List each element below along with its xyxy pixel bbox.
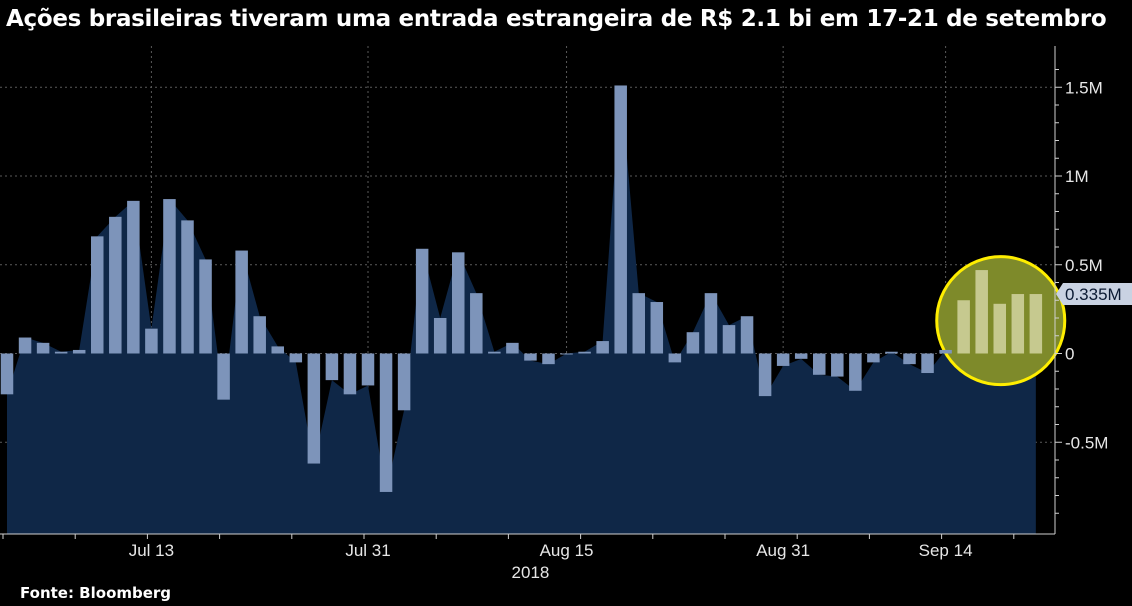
bar-12 (217, 353, 230, 400)
bar-4 (72, 349, 86, 354)
chart-title: Ações brasileiras tiveram uma entrada es… (6, 6, 1107, 32)
bar-54 (975, 270, 988, 354)
bar-42 (758, 353, 772, 397)
bar-19 (343, 353, 357, 395)
bar-55 (993, 303, 1006, 354)
bar-chart: 1.5M 1M 0.5M 0 -0.5M Jul 13 Jul 31 Aug 15 Aug 3… (0, 46, 1132, 582)
bar-1 (18, 337, 32, 354)
bar-34 (614, 85, 627, 354)
x-tick-label: Aug 15 (540, 541, 594, 560)
bar-18 (325, 353, 339, 381)
bar-0 (0, 353, 14, 395)
bar-39 (704, 293, 718, 354)
bar-40 (722, 325, 736, 354)
bar-49 (885, 351, 898, 354)
bar-16 (289, 353, 303, 363)
bar-38 (686, 332, 700, 354)
bar-53 (957, 300, 970, 354)
bar-5 (91, 236, 104, 354)
bar-43 (776, 353, 790, 366)
axes (0, 46, 1062, 539)
bar-36 (650, 302, 664, 354)
bar-7 (127, 200, 140, 354)
bar-32 (578, 351, 591, 354)
bar-29 (524, 353, 537, 361)
value-label-box (1056, 283, 1132, 306)
bar-6 (109, 216, 122, 354)
bar-48 (867, 353, 880, 363)
bar-41 (740, 316, 754, 354)
bar-22 (397, 353, 411, 411)
bar-14 (253, 316, 266, 354)
x-axis-year: 2018 (512, 563, 550, 582)
bar-57 (1029, 294, 1043, 354)
bar-46 (831, 353, 844, 377)
bar-20 (361, 353, 375, 386)
bar-21 (379, 353, 393, 492)
bar-24 (433, 318, 447, 354)
x-tick-label: Sep 14 (919, 541, 973, 560)
bar-50 (903, 353, 916, 365)
bar-52 (939, 349, 952, 354)
flow-area (7, 85, 1036, 534)
x-tick-label: Jul 31 (345, 541, 390, 560)
bar-10 (181, 220, 194, 354)
value-label-text: 0.335M (1065, 285, 1122, 304)
bar-28 (506, 342, 519, 354)
bar-45 (813, 353, 826, 375)
x-axis-ticks: Jul 13 Jul 31 Aug 15 Aug 31 Sep 14 2018 (129, 541, 973, 582)
y-tick-label: 1M (1065, 167, 1089, 186)
bar-33 (596, 341, 609, 354)
bar-25 (452, 252, 465, 354)
bar-2 (36, 342, 50, 354)
last-value-label: 0.335M (1056, 283, 1132, 306)
bar-26 (470, 293, 483, 354)
bar-11 (199, 259, 212, 354)
y-tick-label: 0.5M (1065, 256, 1103, 275)
bar-27 (488, 351, 501, 354)
bar-series (0, 85, 1043, 492)
x-tick-label: Jul 13 (129, 541, 174, 560)
bar-31 (560, 353, 573, 355)
bar-37 (668, 353, 682, 363)
bar-15 (271, 346, 284, 354)
y-axis-ticks: 1.5M 1M 0.5M 0 -0.5M (1065, 78, 1108, 452)
bar-44 (794, 353, 808, 359)
bar-8 (145, 328, 158, 354)
source-label: Fonte: Bloomberg (20, 584, 172, 602)
bar-3 (54, 351, 68, 354)
y-tick-label: -0.5M (1065, 433, 1108, 452)
bar-13 (235, 250, 248, 354)
bar-35 (632, 293, 645, 354)
y-tick-label: 0 (1065, 345, 1074, 364)
bar-9 (163, 199, 176, 354)
y-tick-label: 1.5M (1065, 78, 1103, 97)
bar-47 (849, 353, 862, 391)
x-tick-label: Aug 31 (756, 541, 810, 560)
bar-17 (307, 353, 321, 464)
bar-30 (542, 353, 555, 365)
bar-51 (921, 353, 934, 374)
bar-23 (415, 248, 429, 354)
bar-56 (1011, 294, 1025, 354)
